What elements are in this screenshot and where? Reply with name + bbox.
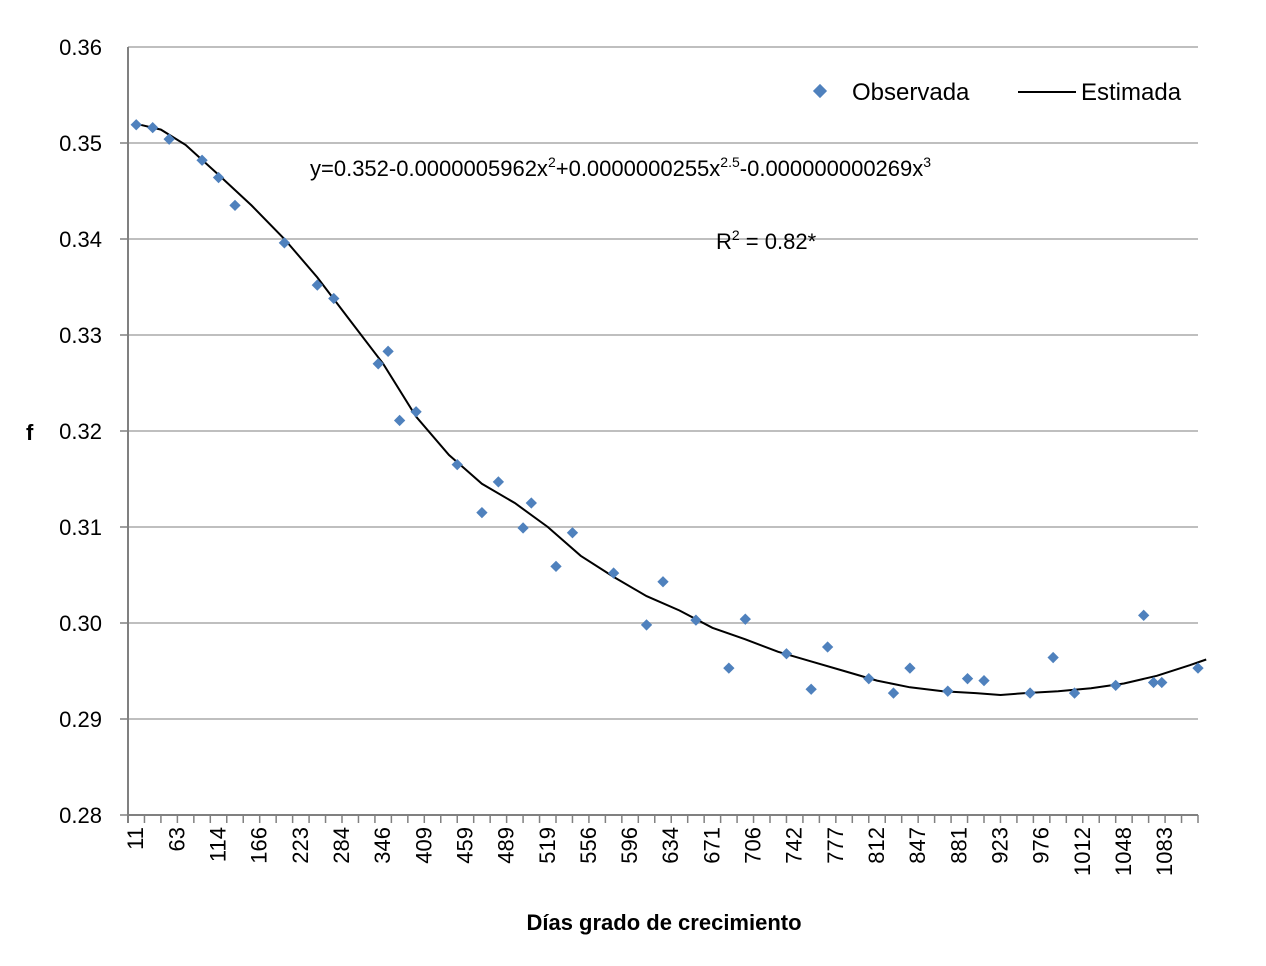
y-tick-label: 0.33 xyxy=(59,323,102,348)
x-tick-label: 923 xyxy=(987,827,1012,864)
y-tick-label: 0.30 xyxy=(59,611,102,636)
observed-point xyxy=(451,458,463,471)
x-tick-label: 63 xyxy=(164,827,189,851)
x-tick-label: 1048 xyxy=(1111,827,1136,876)
y-tick-label: 0.36 xyxy=(59,35,102,60)
observed-point xyxy=(942,685,954,697)
observed-point xyxy=(1192,662,1204,674)
y-tick-label: 0.31 xyxy=(59,515,102,540)
estimated-series xyxy=(135,122,1207,697)
observed-point xyxy=(147,121,159,134)
observed-point xyxy=(1138,609,1150,621)
observed-point xyxy=(550,560,562,573)
observed-point xyxy=(780,648,793,660)
observed-point xyxy=(690,614,702,626)
x-tick-label: 671 xyxy=(699,827,724,864)
y-tick-label: 0.35 xyxy=(59,131,102,156)
x-tick-label: 489 xyxy=(494,827,519,864)
x-tick-label: 223 xyxy=(288,827,313,864)
x-tick-labels: 11 63 114 166 223 284 346 409 459 489 519 556 596 634… xyxy=(123,827,1177,876)
x-tick-label: 812 xyxy=(864,827,889,864)
observed-point xyxy=(212,171,225,184)
observed-point xyxy=(311,279,323,291)
y-axis-title: f xyxy=(26,420,34,445)
axes xyxy=(120,47,1199,823)
observed-point xyxy=(821,641,834,653)
observed-point xyxy=(1047,651,1059,664)
observed-point xyxy=(1147,676,1160,689)
legend-observed-marker xyxy=(812,83,828,99)
x-axis-title: Días grado de crecimiento xyxy=(526,910,801,935)
observed-point xyxy=(1024,687,1036,699)
observed-point xyxy=(278,237,291,249)
observed-point xyxy=(517,522,529,534)
observed-point xyxy=(492,476,505,488)
x-tick-label: 1012 xyxy=(1070,827,1095,876)
x-tick-label: 166 xyxy=(247,827,272,864)
observed-point xyxy=(978,674,990,687)
observed-point xyxy=(723,662,735,674)
observed-point xyxy=(382,345,394,357)
observed-point xyxy=(1068,687,1081,699)
legend: Observada Estimada xyxy=(812,79,1182,106)
observed-point xyxy=(739,613,751,625)
observed-point xyxy=(863,673,875,685)
observed-point xyxy=(566,527,579,539)
x-tick-label: 596 xyxy=(617,827,642,864)
legend-estimated-label: Estimada xyxy=(1081,79,1182,106)
observed-point xyxy=(904,662,916,674)
observed-point xyxy=(196,154,208,166)
estimated-line xyxy=(135,122,1207,697)
x-tick-label: 1083 xyxy=(1152,827,1177,876)
regression-equation: y=0.352-0.0000005962x2+0.0000000255x2.5-… xyxy=(310,154,931,181)
observed-point xyxy=(525,497,537,509)
observed-point xyxy=(805,683,817,695)
y-tick-label: 0.34 xyxy=(59,227,102,252)
observed-point xyxy=(163,133,175,145)
x-tick-label: 519 xyxy=(535,827,560,864)
legend-observed-label: Observada xyxy=(852,79,970,106)
x-tick-label: 976 xyxy=(1029,827,1054,864)
y-tick-label: 0.32 xyxy=(59,419,102,444)
observed-point xyxy=(476,506,488,519)
x-tick-label: 11 xyxy=(123,827,148,850)
observed-point xyxy=(1156,676,1168,689)
y-tick-label: 0.29 xyxy=(59,707,102,732)
x-tick-label: 346 xyxy=(370,827,395,864)
x-tick-label: 634 xyxy=(658,827,683,864)
x-tick-label: 284 xyxy=(329,827,354,864)
x-tick-label: 847 xyxy=(905,827,930,864)
observed-series xyxy=(130,119,1204,699)
observed-point xyxy=(657,576,669,588)
observed-point xyxy=(393,414,406,427)
x-tick-label: 114 xyxy=(206,827,231,862)
x-tick-label: 409 xyxy=(411,827,436,864)
observed-point xyxy=(229,199,241,212)
observed-point xyxy=(961,673,974,685)
x-tick-label: 742 xyxy=(782,827,807,864)
y-tick-label: 0.28 xyxy=(59,803,102,828)
x-tick-label: 459 xyxy=(452,827,477,864)
observed-point xyxy=(887,687,900,699)
observed-point xyxy=(410,406,422,418)
x-tick-label: 777 xyxy=(823,827,848,864)
observed-point xyxy=(607,567,620,579)
observed-point xyxy=(372,358,384,370)
x-tick-label: 556 xyxy=(576,827,601,864)
gridlines xyxy=(128,46,1198,720)
observed-point xyxy=(1110,679,1122,692)
y-tick-labels: 0.28 0.29 0.30 0.31 0.32 0.33 0.34 0.35 0.36 xyxy=(59,35,102,828)
r-squared-label: R2 = 0.82* xyxy=(716,227,817,254)
observed-point xyxy=(640,619,653,631)
observed-point xyxy=(328,292,340,305)
observed-point xyxy=(130,119,142,131)
x-tick-label: 706 xyxy=(741,827,766,864)
x-tick-label: 881 xyxy=(946,827,971,864)
